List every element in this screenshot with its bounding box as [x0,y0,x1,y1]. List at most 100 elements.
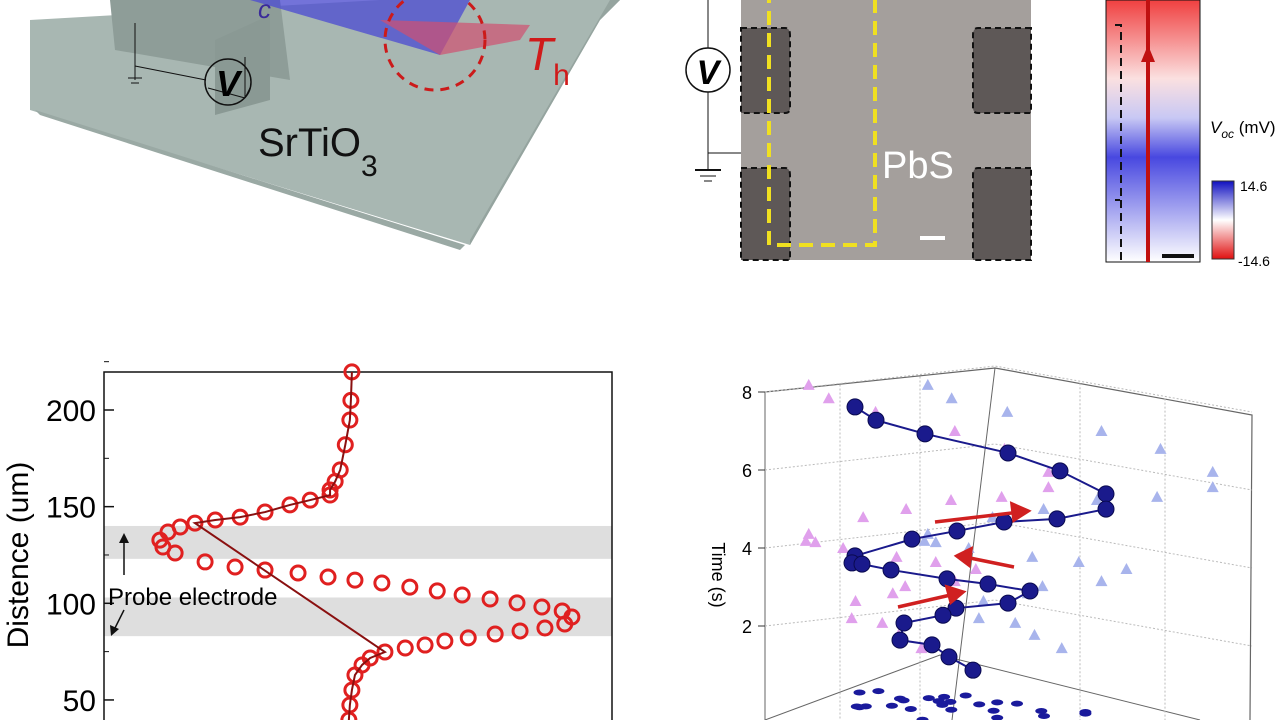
projection-marker [991,699,1004,706]
projection-marker [944,698,957,705]
projection-marker [929,555,942,567]
data-point [938,570,956,588]
projection-marker [969,563,982,575]
data-point [940,648,958,666]
data-point [376,643,394,661]
projection-marker [1042,465,1055,477]
projection-marker [987,707,1000,714]
projection-marker [995,490,1008,502]
projection-marker [977,594,990,606]
projection-marker [809,536,822,548]
data-point [867,411,885,429]
data-point [916,425,934,443]
projection-marker [872,688,885,695]
projection-marker [1095,575,1108,587]
data-point [321,481,339,499]
data-point [453,586,471,604]
projection-marker [915,642,928,654]
data-point [428,582,446,600]
colorbar-max: 14.6 [1240,178,1267,194]
projection-marker [1206,481,1219,493]
projection-marker [899,580,912,592]
grid-line [764,365,1253,413]
data-point [923,636,941,654]
data-point [882,561,900,579]
projection-marker [921,378,934,390]
projection-marker [922,695,935,702]
voltage-map: Voc (mV) 14.6 -14.6 [1105,0,1276,269]
substrate-label: SrTiO3 [258,121,378,183]
grid-line [764,443,1253,491]
data-point [196,553,214,571]
projection-marker [894,695,906,702]
projection-marker [822,392,835,404]
grid-line [764,521,1253,569]
direction-arrows [897,501,1032,609]
data-point [416,636,434,654]
data-point [321,486,339,504]
voltmeter-icon [204,58,252,106]
probe-electrode-label: Probe electrode [108,584,277,611]
data-point [1048,510,1066,528]
data-point [486,625,504,643]
colorbar [1211,180,1235,260]
data-point [979,575,997,593]
data-point [1021,582,1039,600]
data-point [511,622,529,640]
data-point [396,639,414,657]
data-point [481,590,499,608]
data-point [336,436,354,454]
projection-marker [1035,708,1048,715]
data-point [436,632,454,650]
grid-line [764,599,1253,647]
z-tick-label: 6 [742,461,752,481]
z-tick-label: 4 [742,539,752,559]
data-point [346,571,364,589]
projection-marker [890,550,903,562]
projection-marker [1038,712,1050,719]
projection-marker [1072,555,1085,567]
y-axis-label: Distence (um) [2,462,35,649]
data-point [846,398,864,416]
projection-marker [973,701,986,708]
data-point [281,496,299,514]
projection-marker [853,689,866,696]
data-point [459,629,477,647]
time-3d-chart: 2 4 6 8 Time (s) [708,365,1253,720]
projection-marker [945,493,958,505]
y-tick-label: 100 [46,588,96,621]
data-point [853,555,871,573]
data-point [533,598,551,616]
data-point [948,522,966,540]
projection-marker [857,511,870,523]
projection-marker [945,392,958,404]
projection-marker [886,587,899,599]
projection-marker [900,502,913,514]
projection-marker [932,698,945,705]
projection-marker [1120,563,1133,575]
probe-band [104,525,612,559]
micrograph: PbS V [685,0,1032,261]
voltmeter-label: V [697,54,723,92]
projection-marker [1026,550,1039,562]
z-tick-label: 2 [742,617,752,637]
data-point [346,666,364,684]
data-point [934,606,952,624]
data-point [186,514,204,532]
projection-marker [849,594,862,606]
projection-marker [1036,580,1049,592]
data-point [319,568,337,586]
y-tick-label: 150 [46,492,96,525]
data-point [536,619,554,637]
data-point [289,564,307,582]
projection-marker [1206,465,1219,477]
projection-marker [1042,481,1055,493]
data-point [1097,500,1115,518]
data-point [891,631,909,649]
projection-marker [1151,490,1164,502]
data-point [999,594,1017,612]
z-tick-label: 8 [742,383,752,403]
projection-marker [885,702,898,709]
data-point [301,491,319,509]
